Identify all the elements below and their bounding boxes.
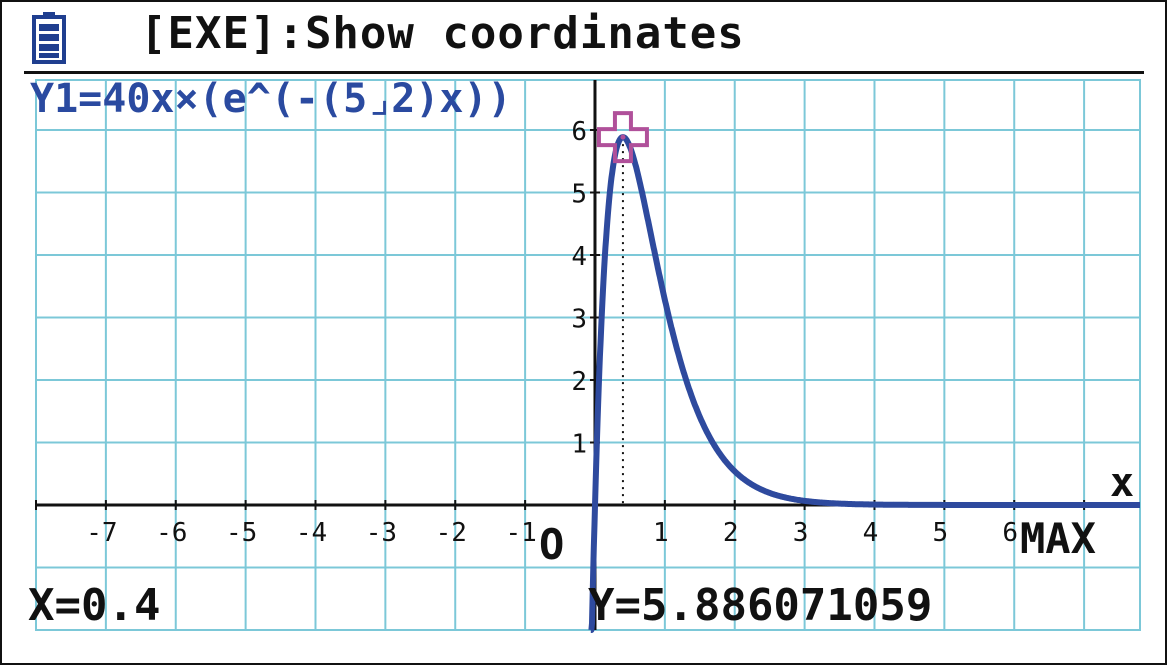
x-tick-label: 6 — [1002, 518, 1018, 548]
y-tick-label: 5 — [571, 180, 587, 210]
x-coordinate-readout: X=0.4 — [28, 580, 161, 631]
axes — [35, 80, 1140, 630]
status-divider — [24, 71, 1144, 74]
y-tick-label: 6 — [571, 117, 587, 147]
x-tick-label: -3 — [366, 518, 397, 548]
x-tick-label: -7 — [86, 518, 117, 548]
x-axis-label: x — [1110, 460, 1135, 506]
x-tick-label: 5 — [933, 518, 949, 548]
trace-cursor[interactable] — [596, 111, 649, 164]
x-tick-label: -4 — [296, 518, 327, 548]
x-tick-label: 3 — [793, 518, 809, 548]
status-bar: [EXE]:Show coordinates — [2, 2, 1165, 72]
grid-lines — [35, 79, 1141, 631]
x-tick-label: 1 — [653, 518, 669, 548]
y-tick-labels: 1 2 3 4 5 6 — [571, 117, 587, 460]
y-tick-label: 2 — [571, 367, 587, 397]
x-tick-label: -1 — [505, 518, 536, 548]
max-label: MAX — [1020, 514, 1096, 563]
x-tick-labels: -7 -6 -5 -4 -3 -2 -1 1 2 3 4 5 6 — [86, 518, 1018, 548]
battery-icon — [32, 12, 66, 64]
x-tick-label: -2 — [436, 518, 467, 548]
series-line-y1 — [588, 134, 1143, 633]
function-label: Y1=40x×(e^(-(5⌟2)x)) — [30, 76, 512, 122]
y-tick-label: 4 — [571, 242, 587, 272]
x-tick-label: -6 — [156, 518, 187, 548]
y-tick-label: 1 — [571, 430, 587, 460]
cursor-cross-icon — [596, 111, 649, 164]
y-tick-label: 3 — [571, 305, 587, 335]
plot-border — [35, 79, 1141, 631]
origin-label: O — [539, 520, 565, 569]
x-tick-label: 4 — [863, 518, 879, 548]
x-tick-label: -5 — [226, 518, 257, 548]
y-coordinate-readout: Y=5.886071059 — [588, 580, 933, 631]
status-hint: [EXE]:Show coordinates — [140, 8, 745, 59]
x-tick-label: 2 — [723, 518, 739, 548]
cursor-point — [620, 134, 626, 140]
